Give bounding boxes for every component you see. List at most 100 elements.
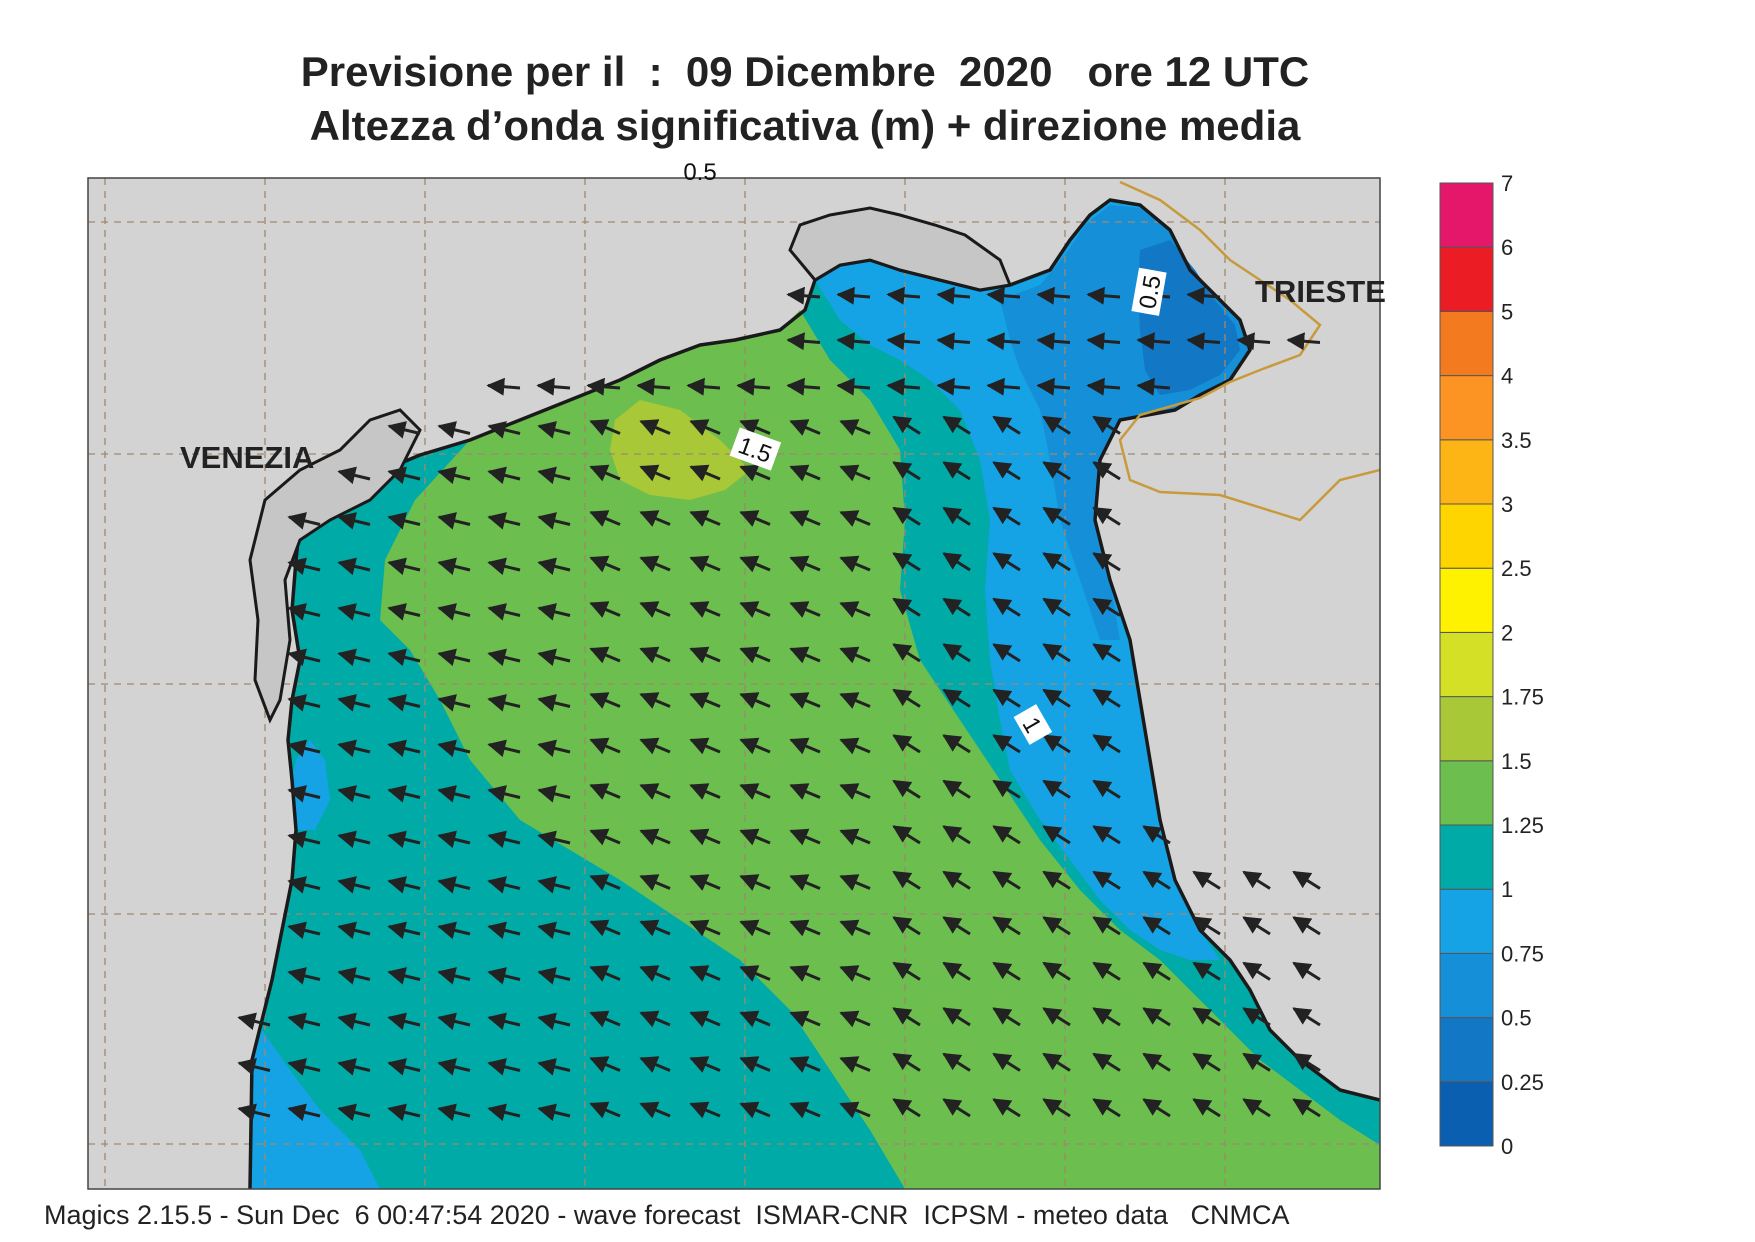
wave-arrow: [689, 919, 721, 937]
wave-arrow: [537, 694, 571, 712]
wave-arrow: [942, 597, 971, 617]
wave-arrow: [789, 1010, 821, 1028]
wave-arrow: [786, 377, 821, 396]
wave-arrow: [1092, 825, 1121, 845]
wave-arrow: [387, 876, 421, 894]
wave-arrow: [287, 876, 321, 894]
wave-arrow: [487, 739, 521, 758]
wave-arrow: [586, 377, 621, 396]
wave-arrow: [892, 825, 921, 845]
wave-arrow: [387, 739, 421, 758]
wave-arrow: [1192, 1052, 1221, 1072]
wave-arrow: [437, 557, 471, 576]
legend-swatch: [1439, 182, 1494, 248]
wave-arrow: [537, 512, 571, 530]
wave-arrow: [942, 688, 971, 708]
legend-swatch: [1439, 760, 1494, 826]
wave-arrow: [387, 1103, 421, 1122]
wave-arrow: [886, 332, 921, 351]
wave-arrow: [639, 1056, 671, 1073]
wave-arrow: [892, 1098, 921, 1118]
legend-swatch: [1439, 310, 1494, 377]
wave-arrow: [892, 779, 921, 799]
wave-arrow: [689, 464, 721, 482]
wave-arrow: [1292, 1098, 1321, 1118]
wave-arrow: [589, 965, 621, 982]
legend-swatch: [1439, 1081, 1494, 1147]
wave-arrow: [1242, 870, 1271, 890]
wave-arrow: [1286, 332, 1321, 351]
wave-arrow: [892, 461, 921, 481]
legend-tick-label: 5: [1501, 299, 1513, 324]
wave-arrow: [1136, 332, 1171, 351]
wave-arrow: [487, 648, 521, 667]
wave-arrow: [437, 967, 471, 985]
wave-arrow: [487, 1058, 521, 1076]
wave-arrow: [1092, 506, 1121, 526]
wave-arrow: [437, 466, 471, 485]
wave-arrow: [992, 461, 1021, 481]
wave-arrow: [337, 830, 371, 849]
wave-arrow: [1242, 1007, 1271, 1027]
wave-direction-arrows: [237, 286, 1321, 1122]
wave-arrow: [589, 874, 621, 891]
wave-arrow: [739, 555, 771, 573]
legend-tick-label: 0.75: [1501, 941, 1544, 966]
wave-arrow: [739, 419, 771, 436]
wave-arrow: [892, 734, 921, 754]
wave-arrow: [537, 876, 571, 894]
wave-arrow: [387, 785, 421, 803]
wave-arrow: [739, 646, 771, 664]
wave-arrow: [1142, 825, 1171, 845]
legend-tick-label: 1.75: [1501, 685, 1544, 710]
sea-zone-coastal-blue-west2: [292, 740, 330, 830]
wave-arrow: [1042, 825, 1071, 845]
wave-arrow: [387, 830, 421, 849]
wave-arrow: [639, 692, 671, 709]
wave-arrow: [537, 830, 571, 849]
wave-arrow: [1092, 415, 1121, 435]
wave-arrow: [486, 377, 521, 396]
wave-arrow: [1142, 916, 1171, 936]
wave-arrow: [387, 466, 421, 485]
wave-arrow: [337, 876, 371, 894]
wave-arrow: [992, 734, 1021, 754]
wave-arrow: [739, 510, 771, 527]
wave-arrow: [739, 464, 771, 482]
wave-arrow: [1042, 688, 1071, 708]
wave-arrow: [839, 965, 871, 982]
wave-arrow: [992, 825, 1021, 845]
wave-arrow: [789, 828, 821, 846]
legend-tick-label: 1.25: [1501, 813, 1544, 838]
wave-arrow: [992, 779, 1021, 799]
wave-arrow: [1042, 916, 1071, 936]
wave-arrow: [237, 1012, 271, 1031]
wave-arrow: [789, 419, 821, 436]
map-title-line2: Altezza d’onda significativa (m) + direz…: [309, 102, 1301, 149]
wave-arrow: [839, 1101, 871, 1119]
wave-arrow: [589, 646, 621, 664]
wave-arrow: [487, 830, 521, 849]
wave-arrow: [689, 783, 721, 800]
wave-arrow: [589, 828, 621, 846]
wave-arrow: [789, 1101, 821, 1119]
wave-arrow: [387, 1012, 421, 1031]
wave-arrow: [942, 643, 971, 663]
state-border: [1118, 180, 1380, 522]
wave-arrow: [287, 967, 321, 985]
wave-arrow: [1292, 961, 1321, 981]
wave-arrow: [839, 646, 871, 664]
contour-label-text: 0.5: [683, 159, 716, 186]
wave-arrow: [1042, 552, 1071, 572]
legend-swatch: [1439, 888, 1494, 954]
wave-arrow: [1042, 734, 1071, 754]
contour-label-1: 1: [1013, 704, 1053, 745]
wave-arrow: [936, 286, 971, 305]
wave-arrow: [537, 421, 571, 439]
legend-tick-label: 0: [1501, 1134, 1513, 1159]
wave-arrow: [487, 421, 521, 439]
wave-arrow: [789, 555, 821, 573]
wave-arrow: [437, 694, 471, 712]
wave-arrow: [287, 557, 321, 576]
wave-arrow: [892, 1007, 921, 1027]
